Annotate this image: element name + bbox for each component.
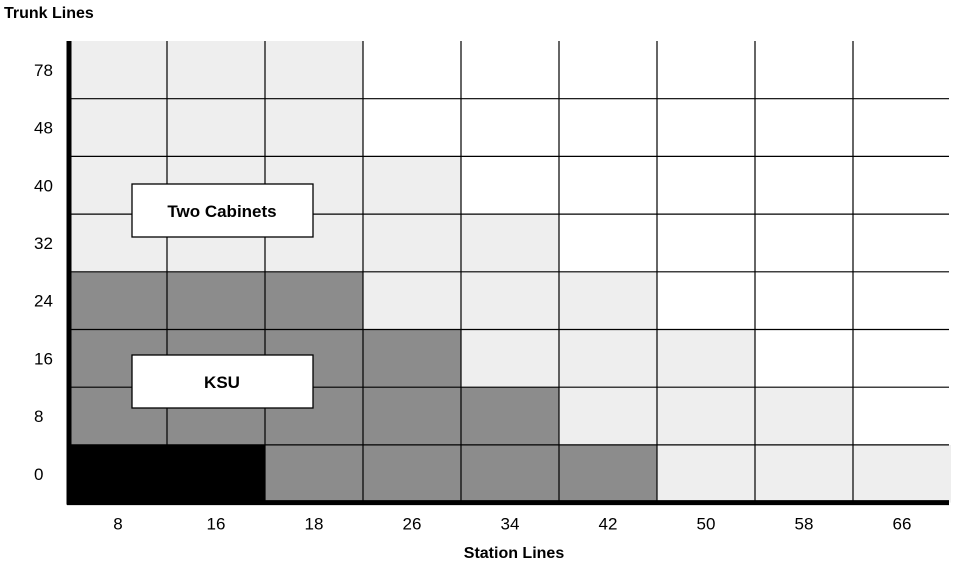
cell-8-50 bbox=[657, 387, 755, 445]
cell-0-42 bbox=[559, 444, 657, 503]
cell-32-66 bbox=[853, 214, 951, 272]
x-tick-label: 34 bbox=[501, 515, 520, 534]
cell-48-18 bbox=[265, 98, 363, 157]
ksu-label-box: KSU bbox=[131, 354, 314, 409]
cell-16-66 bbox=[853, 329, 951, 388]
cell-32-42 bbox=[559, 214, 657, 272]
cell-78-34 bbox=[461, 41, 559, 99]
cell-32-34 bbox=[461, 214, 559, 272]
cell-48-16 bbox=[167, 98, 265, 157]
cell-48-8 bbox=[69, 98, 167, 157]
cell-16-26 bbox=[363, 329, 461, 388]
cell-32-50 bbox=[657, 214, 755, 272]
two-cabinets-label: Two Cabinets bbox=[167, 202, 276, 221]
cell-0-8 bbox=[69, 444, 167, 503]
cell-0-58 bbox=[755, 444, 853, 503]
cell-16-34 bbox=[461, 329, 559, 388]
x-tick-label: 58 bbox=[795, 515, 814, 534]
cell-48-50 bbox=[657, 98, 755, 157]
x-tick-label: 8 bbox=[113, 515, 122, 534]
cell-0-16 bbox=[167, 444, 265, 503]
cell-40-42 bbox=[559, 156, 657, 215]
cell-8-26 bbox=[363, 387, 461, 445]
x-tick-label: 18 bbox=[305, 515, 324, 534]
cell-40-66 bbox=[853, 156, 951, 215]
cell-78-58 bbox=[755, 41, 853, 99]
cell-16-50 bbox=[657, 329, 755, 388]
x-tick-label: 16 bbox=[207, 515, 226, 534]
cell-24-50 bbox=[657, 271, 755, 330]
cell-24-58 bbox=[755, 271, 853, 330]
cell-78-50 bbox=[657, 41, 755, 99]
y-tick-label: 78 bbox=[34, 61, 53, 80]
cell-24-8 bbox=[69, 271, 167, 330]
y-tick-label: 24 bbox=[34, 292, 53, 311]
cell-0-18 bbox=[265, 444, 363, 503]
two-cabinets-label-box: Two Cabinets bbox=[131, 183, 314, 238]
cell-78-8 bbox=[69, 41, 167, 99]
cell-48-34 bbox=[461, 98, 559, 157]
x-tick-label: 42 bbox=[599, 515, 618, 534]
cell-24-26 bbox=[363, 271, 461, 330]
y-tick-label: 8 bbox=[34, 407, 43, 426]
cell-78-26 bbox=[363, 41, 461, 99]
cell-0-34 bbox=[461, 444, 559, 503]
cell-40-34 bbox=[461, 156, 559, 215]
cell-40-26 bbox=[363, 156, 461, 215]
cell-24-16 bbox=[167, 271, 265, 330]
cell-78-42 bbox=[559, 41, 657, 99]
cell-8-66 bbox=[853, 387, 951, 445]
x-axis-title: Station Lines bbox=[464, 545, 565, 562]
cell-48-42 bbox=[559, 98, 657, 157]
cell-78-18 bbox=[265, 41, 363, 99]
cell-32-58 bbox=[755, 214, 853, 272]
cell-16-42 bbox=[559, 329, 657, 388]
y-axis-title: Trunk Lines bbox=[4, 5, 94, 22]
cell-8-58 bbox=[755, 387, 853, 445]
x-tick-label: 26 bbox=[403, 515, 422, 534]
two-cabinets-label-frame bbox=[131, 183, 314, 238]
cell-78-16 bbox=[167, 41, 265, 99]
y-tick-label: 16 bbox=[34, 349, 53, 368]
y-tick-label: 0 bbox=[34, 465, 43, 484]
cell-40-58 bbox=[755, 156, 853, 215]
y-tick-label: 48 bbox=[34, 119, 53, 138]
x-tick-label: 66 bbox=[893, 515, 912, 534]
cell-78-66 bbox=[853, 41, 951, 99]
ksu-label-frame bbox=[131, 354, 314, 409]
cell-8-34 bbox=[461, 387, 559, 445]
axis-layer bbox=[66, 41, 949, 506]
cell-24-66 bbox=[853, 271, 951, 330]
y-tick-label: 40 bbox=[34, 176, 53, 195]
cell-0-66 bbox=[853, 444, 951, 503]
x-tick-label: 50 bbox=[697, 515, 716, 534]
cell-0-50 bbox=[657, 444, 755, 503]
cell-24-42 bbox=[559, 271, 657, 330]
cell-0-26 bbox=[363, 444, 461, 503]
cell-48-26 bbox=[363, 98, 461, 157]
cell-48-58 bbox=[755, 98, 853, 157]
cell-16-58 bbox=[755, 329, 853, 388]
y-ticks: 0 8 16 24 32 40 48 78 bbox=[34, 61, 53, 484]
cell-24-34 bbox=[461, 271, 559, 330]
cell-24-18 bbox=[265, 271, 363, 330]
cell-48-66 bbox=[853, 98, 951, 157]
y-tick-label: 32 bbox=[34, 234, 53, 253]
cell-40-50 bbox=[657, 156, 755, 215]
cell-8-42 bbox=[559, 387, 657, 445]
cell-32-26 bbox=[363, 214, 461, 272]
x-ticks: 8 16 18 26 34 42 50 58 66 bbox=[113, 515, 911, 534]
ksu-label: KSU bbox=[204, 373, 240, 392]
